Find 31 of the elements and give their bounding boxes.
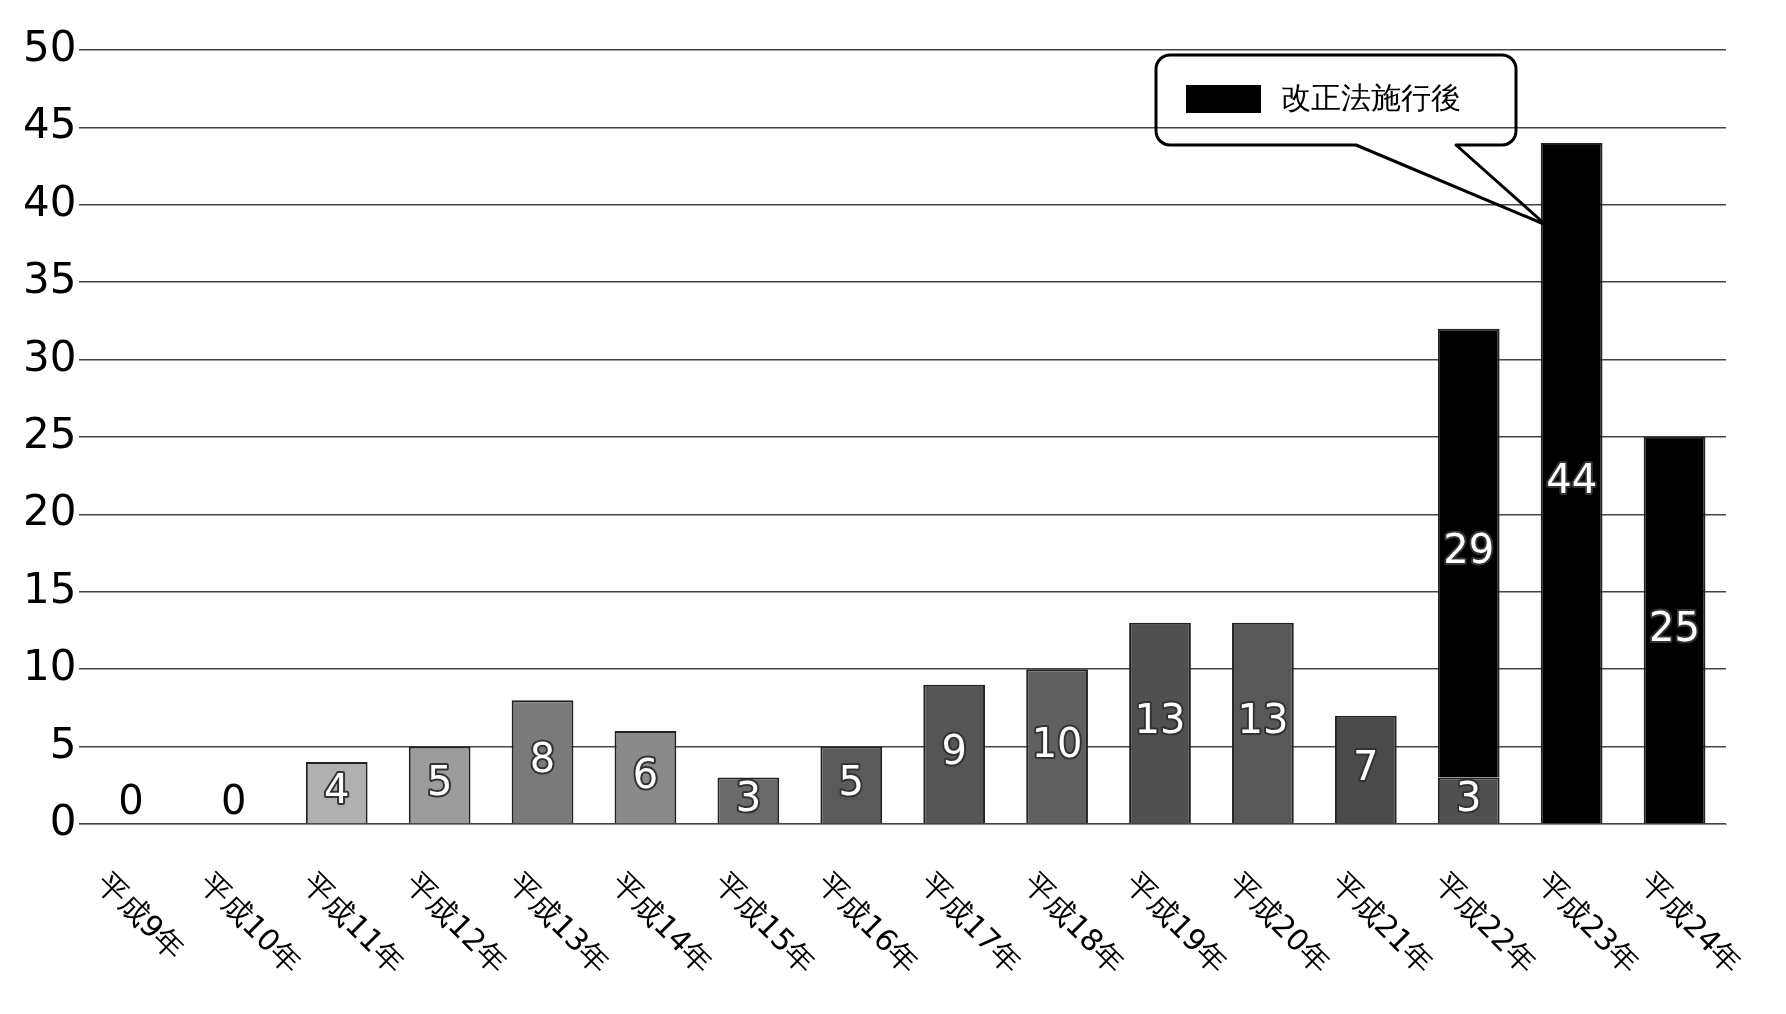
y-tick-label: 5	[49, 718, 77, 768]
data-label: 0	[221, 777, 247, 824]
data-label: 13	[1134, 696, 1186, 743]
data-label: 3	[735, 773, 762, 820]
data-label: 29	[1443, 526, 1495, 573]
y-tick-label: 15	[22, 563, 77, 613]
y-tick-label: 0	[49, 795, 77, 845]
data-label: 6	[632, 750, 659, 797]
data-label: 4	[323, 766, 350, 813]
data-label: 0	[118, 777, 144, 824]
y-tick-label: 45	[22, 99, 77, 149]
data-label: 44	[1546, 456, 1598, 503]
data-label: 7	[1353, 742, 1379, 789]
data-label: 5	[838, 758, 864, 805]
y-tick-label: 20	[22, 486, 77, 536]
x-tick-label: 平成10年	[193, 864, 309, 981]
y-tick-label: 50	[22, 21, 77, 71]
y-tick-label: 35	[22, 254, 77, 304]
data-label: 25	[1649, 603, 1700, 650]
data-label: 13	[1237, 696, 1289, 743]
data-label: 5	[426, 758, 453, 805]
data-label: 10	[1031, 719, 1083, 766]
y-tick-label: 10	[22, 641, 77, 691]
legend-label: 改正法施行後	[1281, 79, 1461, 115]
data-label: 3	[1456, 773, 1482, 820]
y-tick-label: 25	[22, 408, 77, 458]
x-tick-label: 平成9年	[90, 864, 193, 967]
data-label: 9	[941, 727, 967, 774]
data-label: 8	[529, 735, 556, 782]
y-tick-label: 40	[22, 176, 77, 226]
y-tick-label: 30	[22, 331, 77, 381]
